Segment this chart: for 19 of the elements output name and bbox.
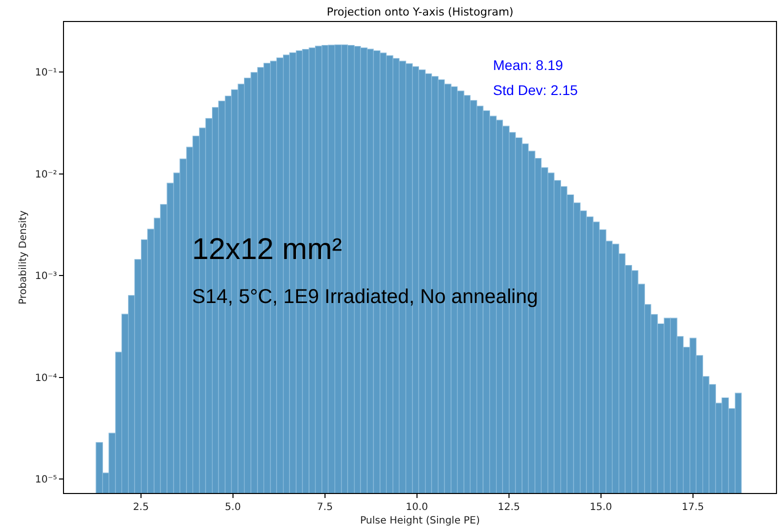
- annotation: 12x12 mm²: [192, 233, 342, 266]
- x-tick-label: 5.0: [224, 502, 241, 513]
- x-tick-label: 2.5: [132, 502, 149, 513]
- annotation: Std Dev: 2.15: [493, 82, 578, 98]
- x-tick-label: 12.5: [498, 502, 520, 513]
- x-tick-label: 15.0: [590, 502, 612, 513]
- y-tick-label: 10⁻³: [34, 271, 57, 282]
- annotation: Mean: 8.19: [493, 57, 564, 73]
- annotation: S14, 5°C, 1E9 Irradiated, No annealing: [192, 286, 538, 308]
- x-tick-label: 10.0: [406, 502, 428, 513]
- x-tick-label: 7.5: [316, 502, 333, 513]
- chart-title: Projection onto Y-axis (Histogram): [326, 6, 514, 19]
- x-axis-title: Pulse Height (Single PE): [360, 516, 480, 526]
- y-axis-title: Probability Density: [18, 210, 29, 305]
- y-tick-label: 10⁻⁴: [34, 372, 57, 384]
- y-tick-label: 10⁻⁵: [34, 474, 57, 486]
- x-tick-label: 17.5: [682, 502, 704, 513]
- y-tick-label: 10⁻¹: [34, 68, 57, 79]
- y-tick-label: 10⁻²: [34, 169, 57, 180]
